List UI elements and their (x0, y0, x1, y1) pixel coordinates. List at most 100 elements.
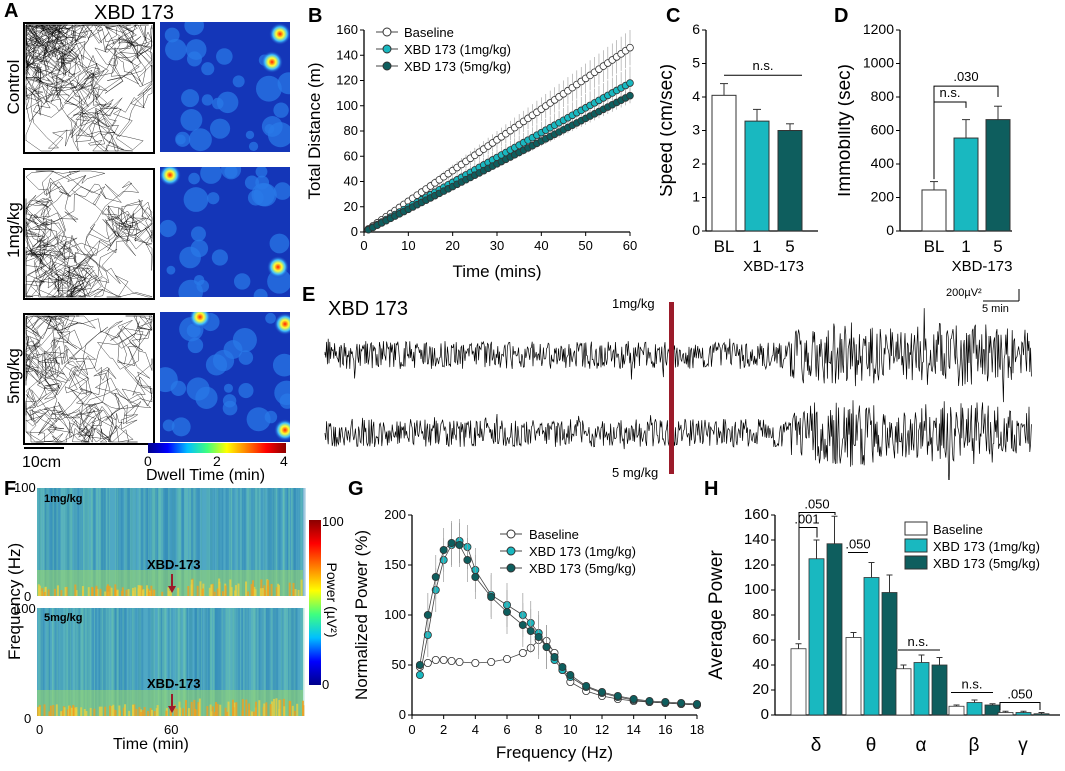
y-tick-label: 160 (744, 506, 769, 523)
spectrogram-column (258, 608, 260, 716)
spectrogram-column (53, 488, 55, 596)
panel-a-title: XBD 173 (94, 2, 175, 24)
power-burst (139, 585, 142, 596)
spectrogram-column (296, 488, 299, 596)
spectrogram-column (257, 488, 259, 596)
power-burst (135, 708, 138, 716)
spectrogram-column (273, 488, 275, 596)
spectrogram-column (189, 488, 193, 596)
power-burst (150, 709, 153, 716)
spectrogram-column (116, 488, 119, 596)
spectrogram-column (116, 608, 120, 716)
spectrogram-column (189, 608, 192, 716)
spectrogram-column (65, 488, 68, 596)
spectrogram-column (101, 608, 104, 716)
spectrogram-column (141, 488, 143, 596)
spectrogram-column (131, 608, 133, 716)
spec-ytick-0-a: 0 (24, 589, 32, 604)
power-burst (250, 711, 253, 716)
spectrogram-column (176, 488, 179, 596)
power-burst (267, 585, 270, 596)
data-point (455, 657, 464, 666)
dwell-spot (233, 273, 251, 290)
power-burst (206, 706, 209, 716)
spectrogram-column (195, 608, 198, 716)
spectrogram-column (85, 608, 87, 716)
eeg-trace-1mg (324, 308, 1032, 403)
power-burst (95, 585, 98, 596)
legend-marker (506, 563, 516, 573)
spectrogram-column (42, 608, 45, 716)
spectrogram-column (181, 488, 184, 596)
y-tick-label: 1000 (863, 55, 894, 71)
spectrogram-column (269, 488, 271, 596)
power-burst (165, 710, 168, 716)
bar-2-2 (931, 664, 948, 716)
spectrogram-column (108, 488, 110, 596)
spectrogram-column (268, 488, 270, 596)
spectrogram-column (230, 488, 233, 596)
spectrogram-column (45, 488, 47, 596)
spectrogram-column (101, 608, 104, 716)
power-burst (258, 700, 261, 716)
spectrogram-column (130, 488, 133, 596)
spectrogram-column (238, 608, 241, 716)
injection-arrow-head (168, 586, 176, 593)
y-tick-label: 0 (692, 222, 700, 238)
spectrogram-column (209, 608, 212, 716)
spectrogram-column (78, 608, 81, 716)
spectrogram-column (112, 608, 116, 716)
spectrogram-column (46, 488, 48, 596)
spectrogram-column (191, 608, 193, 716)
dwell-hotspot (160, 167, 181, 186)
spectrogram-column (107, 488, 109, 596)
spectrogram-column (182, 608, 186, 716)
spectrogram-column (286, 608, 288, 716)
power-burst (227, 701, 230, 716)
data-point (626, 79, 634, 87)
spectrogram-column (242, 608, 245, 716)
animal-track-path (25, 24, 153, 152)
spectrogram-column (201, 488, 203, 596)
spectrogram-column (257, 488, 261, 596)
sig-label: n.s. (753, 58, 774, 73)
eeg-scale-amp: 200µV² (946, 287, 982, 299)
x-tick-label: 18 (690, 722, 704, 737)
spectrogram-column (227, 488, 230, 596)
scale-bar-label: 10cm (22, 454, 62, 471)
power-burst (81, 586, 84, 596)
power-burst (69, 705, 72, 716)
legend-label: XBD 173 (1mg/kg) (933, 539, 1040, 554)
x-tick-label: 4 (472, 722, 479, 737)
power-burst (294, 589, 297, 596)
power-burst (149, 707, 152, 716)
animal-track-path (25, 315, 153, 443)
spectrogram-column (117, 488, 120, 596)
spectrogram-column (39, 488, 42, 596)
dwell-hotspot (274, 313, 290, 335)
spectrogram-column (265, 608, 267, 716)
spectrogram-column (163, 608, 166, 716)
spectrogram-column (208, 608, 211, 716)
spectrogram-column (241, 608, 244, 716)
spectrogram-column (163, 608, 167, 716)
spectrogram-column (158, 488, 160, 596)
spectrogram-column (138, 608, 141, 716)
data-point (439, 655, 448, 664)
spectrogram-column (210, 488, 213, 596)
dwell-spot (193, 274, 205, 286)
spectrogram-column (65, 608, 68, 716)
spectrogram-column (261, 608, 264, 716)
spectrogram-column (275, 608, 278, 716)
power-burst (132, 704, 135, 716)
power-burst (116, 590, 119, 596)
dwell-spot (209, 118, 231, 139)
spectrogram-column (292, 608, 295, 716)
power-burst (224, 585, 227, 596)
power-burst (193, 699, 196, 716)
category-label: BL (924, 237, 945, 256)
power-burst (218, 581, 221, 596)
data-point (502, 608, 511, 617)
panel-label-g: G (348, 478, 364, 500)
spectrogram-column (111, 608, 114, 716)
